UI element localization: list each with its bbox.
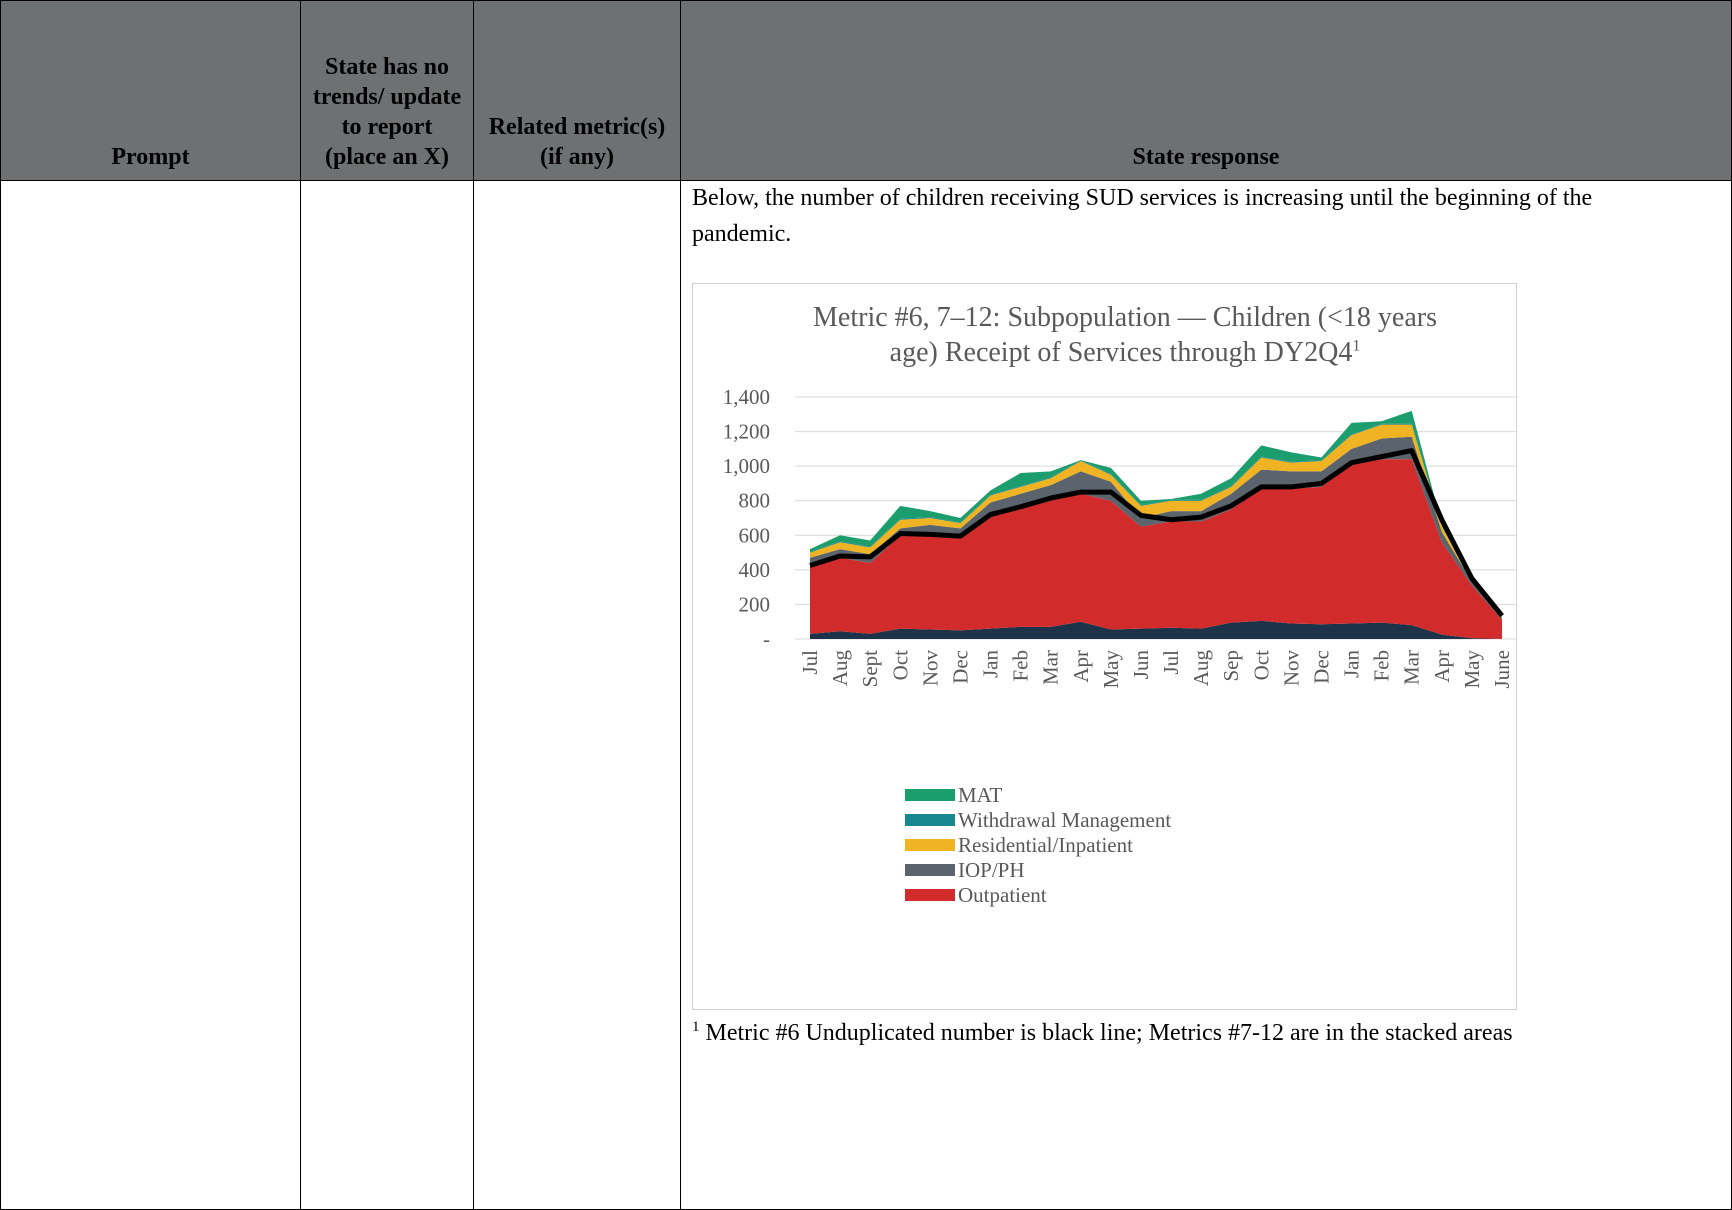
y-tick-label: 400 [739,558,771,582]
legend-swatch [905,889,955,901]
x-tick-label: Dec [948,650,972,684]
x-tick-label: Sep [1219,650,1243,682]
y-tick-label: 1,200 [723,420,770,444]
x-tick-label: Aug [1189,650,1213,687]
y-tick-label: 200 [739,592,771,616]
x-tick-label: Mar [1039,650,1063,685]
legend-swatch [905,864,955,876]
title-footnote-mark: 1 [1352,337,1361,355]
area [810,424,1502,619]
legend-label: Residential/Inpatient [958,833,1133,857]
x-tick-label: Nov [918,650,942,687]
chart-frame [692,283,1517,1010]
header-text: Related metric(s) (if any) [488,114,666,170]
header-text: State response [1132,144,1280,170]
header-cell: Related metric(s) (if any) [473,0,681,181]
x-tick-label: Jun [1129,650,1153,680]
y-tick-label: 1,000 [723,454,770,478]
legend-label: MAT [958,783,1003,807]
legend-swatch [905,814,955,826]
x-tick-label: Feb [1009,650,1033,682]
header-text: State has no trends/ update to report (p… [312,54,462,170]
legend-label: Withdrawal Management [958,808,1171,832]
footnote-mark: 1 [692,1019,700,1035]
line [809,448,1504,618]
x-tick-label: Jan [1340,650,1364,678]
x-tick-label: May [1460,650,1484,689]
x-tick-label: Feb [1370,650,1394,682]
x-tick-label: Jul [798,650,822,675]
x-tick-label: Apr [1430,650,1454,683]
chart-title: Metric #6, 7–12: Subpopulation — Childre… [800,300,1450,370]
y-tick-label: 1,400 [723,385,770,409]
header-cell: Prompt [0,0,301,181]
header-text: Prompt [111,144,190,170]
footnote: 1 Metric #6 Unduplicated number is black… [692,1015,1722,1051]
y-tick-label: 800 [739,489,771,513]
y-tick-label: 600 [739,523,771,547]
area [810,620,1502,639]
x-tick-label: Oct [1249,650,1273,680]
area [810,436,1502,620]
footnote-text: Metric #6 Unduplicated number is black l… [705,1020,1513,1046]
x-tick-label: Dec [1309,650,1333,684]
x-tick-label: Sept [858,650,882,688]
x-tick-label: Aug [828,650,852,687]
x-tick-label: Apr [1069,650,1093,683]
y-tick-label: - [763,627,770,651]
legend-label: IOP/PH [958,858,1025,882]
x-tick-label: Jan [979,650,1003,678]
area [810,423,1502,618]
legend-swatch [905,839,955,851]
chart-title-text: Metric #6, 7–12: Subpopulation — Childre… [813,302,1437,368]
legend-label: Outpatient [958,883,1047,907]
x-tick-label: Mar [1400,650,1424,685]
x-tick-label: Nov [1279,650,1303,687]
x-tick-label: May [1099,650,1123,689]
x-tick-label: Oct [888,650,912,680]
x-tick-label: June [1490,650,1514,689]
x-tick-label: Jul [1159,650,1183,675]
response-text: Below, the number of children receiving … [692,185,1593,247]
area [810,459,1502,639]
legend-swatch [905,789,955,801]
